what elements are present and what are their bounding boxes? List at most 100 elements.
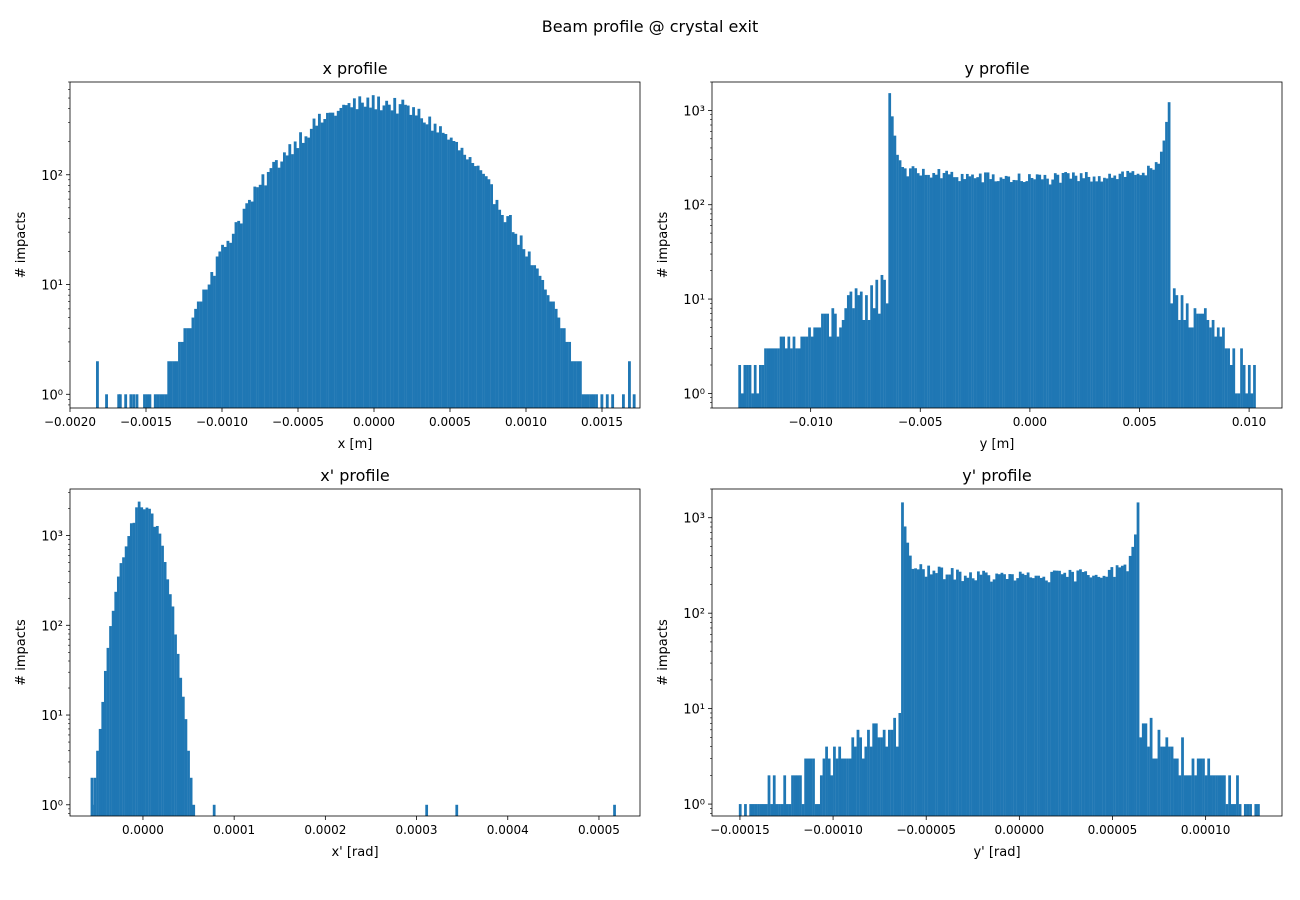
histogram-bar [1063, 572, 1067, 816]
histogram-bar [573, 361, 577, 408]
histogram-bar [277, 167, 281, 408]
histogram-bar [991, 174, 995, 408]
histogram-bar [1237, 393, 1241, 408]
histogram-bars [738, 93, 1256, 408]
histogram-bar [853, 746, 857, 816]
histogram-bar [179, 677, 183, 816]
histogram-bar [611, 394, 615, 408]
histogram-bar [861, 758, 865, 816]
histogram-bar [1194, 775, 1197, 816]
histogram-bar [425, 804, 429, 816]
histogram-bar [851, 737, 855, 816]
histogram-bar [106, 647, 110, 816]
histogram-bar [176, 653, 180, 816]
histogram-bar [1094, 574, 1098, 816]
histogram-bar [1201, 313, 1205, 408]
histogram-bar [839, 327, 842, 408]
histogram-bar [862, 319, 866, 408]
histogram-bar [1059, 182, 1062, 408]
x-tick-label: 0.00010 [1181, 823, 1231, 837]
histogram-bar [1240, 348, 1243, 408]
histogram-bar [191, 317, 195, 408]
histogram-bar [1165, 121, 1168, 408]
histogram-bar [1247, 364, 1251, 408]
histogram-bar [903, 526, 907, 816]
histogram-bar [826, 313, 829, 408]
histogram-bar [1160, 746, 1163, 816]
histogram-bar [1191, 758, 1195, 816]
subplot-2: −0.010 −0.005 0.000 0.005 0.010 10⁰ 10¹ 10² 10³ y… [656, 59, 1283, 452]
histogram-bar [168, 594, 172, 816]
histogram-bar [1040, 179, 1044, 408]
histogram-bar [188, 328, 192, 408]
histogram-bar [245, 203, 249, 408]
histogram-bar [288, 144, 292, 408]
histogram-bar [1017, 173, 1021, 408]
histogram-bar [971, 578, 975, 816]
histogram-bar [366, 97, 370, 408]
histogram-bar [953, 177, 956, 408]
histogram-bar [202, 289, 206, 408]
histogram-bar [374, 109, 378, 408]
histogram-bar [1139, 175, 1143, 408]
histogram-bar [898, 160, 902, 408]
histogram-bar [1035, 174, 1039, 408]
histogram-bar [893, 717, 897, 816]
histogram-bar [780, 804, 784, 816]
histogram-bar [779, 336, 783, 408]
x-axis-label: x' [rad] [331, 845, 378, 860]
histogram-bar [129, 523, 133, 816]
histogram-bar [906, 176, 910, 408]
histogram-bar [148, 394, 152, 408]
histogram-bar [500, 214, 504, 408]
histogram-bar [808, 327, 811, 408]
histogram-bar [1084, 172, 1088, 408]
histogram-bar [153, 526, 157, 816]
histogram-bar [1092, 176, 1096, 408]
histogram-bar [867, 319, 871, 408]
histogram-bar [788, 804, 792, 816]
histogram-bar [1233, 804, 1237, 816]
histogram-bar [1175, 758, 1179, 816]
histogram-bar [1102, 575, 1106, 816]
histogram-bar [519, 235, 523, 408]
histogram-bar [831, 308, 835, 408]
histogram-bar [317, 113, 321, 408]
histogram-bar [1134, 174, 1137, 408]
histogram-bar [1126, 170, 1130, 408]
x-tick-label: 0.0005 [578, 823, 620, 837]
histogram-bar [1225, 804, 1229, 816]
histogram-bar [921, 168, 925, 408]
histogram-bars [738, 502, 1260, 816]
histogram-bar [178, 341, 181, 408]
x-tick-label: −0.0020 [44, 415, 96, 429]
histogram-bar [1000, 572, 1004, 816]
histogram-bar [1173, 758, 1177, 816]
histogram-bar [533, 265, 537, 408]
histogram-bar [1152, 758, 1156, 816]
histogram-bar [1180, 295, 1184, 408]
y-tick-label: 10¹ [683, 293, 705, 308]
histogram-bar [992, 579, 996, 816]
histogram-bar [425, 124, 429, 408]
histogram-bar [1207, 758, 1211, 816]
histogram-bar [1162, 746, 1166, 816]
histogram-bar [395, 113, 399, 408]
histogram-bar [210, 272, 214, 408]
x-tick-label: 0.0002 [304, 823, 346, 837]
histogram-bar [751, 804, 755, 816]
histogram-bar [1175, 295, 1179, 408]
histogram-bar [379, 110, 383, 408]
histogram-bar [226, 240, 230, 408]
histogram-bar [441, 132, 445, 408]
histogram-bar [770, 804, 774, 816]
histogram-bar [1196, 313, 1199, 408]
histogram-bar [1254, 804, 1258, 816]
histogram-bar [864, 746, 868, 816]
histogram-bar [950, 568, 954, 816]
histogram-bar [966, 577, 970, 816]
histogram-bar [1026, 572, 1030, 816]
x-tick-label: 0.00005 [1088, 823, 1138, 837]
histogram-bar [170, 361, 173, 408]
histogram-bar [339, 107, 343, 408]
